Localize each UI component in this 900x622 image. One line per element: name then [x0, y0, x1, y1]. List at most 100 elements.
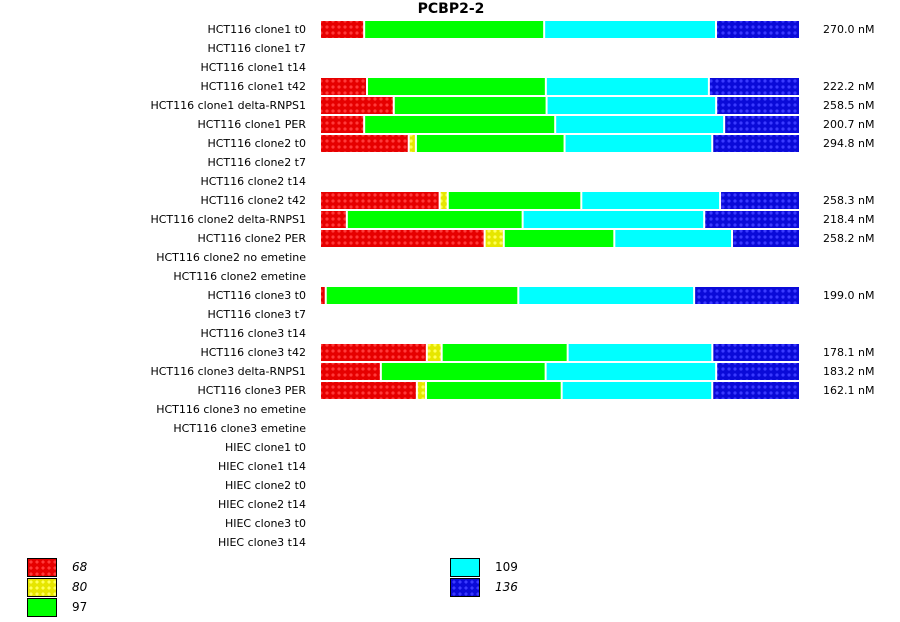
- legend-swatch-97: [27, 598, 57, 617]
- bar-segment-109: [565, 135, 712, 152]
- bar-segment-68: [321, 363, 380, 380]
- bar-segment-97: [394, 97, 546, 114]
- bar-segment-97: [504, 230, 614, 247]
- bar-segment-136: [721, 192, 799, 209]
- legend-label-97: 97: [72, 600, 88, 614]
- chart-title: PCBP2-2: [417, 1, 485, 17]
- bar-segment-97: [381, 363, 545, 380]
- bar-segment-97: [326, 287, 518, 304]
- bar-segment-68: [321, 21, 364, 38]
- legend-label-68: 68: [72, 560, 88, 574]
- row-label: HIEC clone3 t0: [224, 517, 306, 530]
- row-label: HCT116 clone2 no emetine: [156, 251, 306, 264]
- bar-segment-80: [485, 230, 503, 247]
- row-label: HCT116 clone1 delta-RNPS1: [150, 99, 306, 112]
- bar-segment-68: [321, 344, 426, 361]
- row-total: 294.8 nM: [823, 137, 875, 150]
- bar-segment-136: [713, 344, 799, 361]
- row-label: HIEC clone3 t14: [217, 536, 306, 549]
- row-total: 199.0 nM: [823, 289, 875, 302]
- bar-segment-109: [547, 97, 716, 114]
- bar-segment-80: [409, 135, 415, 152]
- bar-segment-136: [733, 230, 799, 247]
- bar-segment-109: [546, 78, 708, 95]
- row-label: HIEC clone1 t14: [217, 460, 306, 473]
- row-label: HCT116 clone1 t14: [200, 61, 306, 74]
- legend-swatch-136: [450, 578, 480, 597]
- bar-segment-109: [582, 192, 720, 209]
- bar-segment-136: [717, 363, 799, 380]
- bar-segment-136: [717, 97, 799, 114]
- row-label: HCT116 clone3 t14: [200, 327, 306, 340]
- bar-segment-97: [365, 21, 544, 38]
- row-total: 258.2 nM: [823, 232, 875, 245]
- bar-segment-80: [417, 382, 425, 399]
- bar-segment-109: [523, 211, 704, 228]
- bar-segment-68: [321, 382, 416, 399]
- bar-segment-97: [365, 116, 555, 133]
- row-total: 222.2 nM: [823, 80, 875, 93]
- row-label: HCT116 clone2 t42: [200, 194, 306, 207]
- legend-label-136: 136: [495, 580, 518, 594]
- row-label: HCT116 clone3 no emetine: [156, 403, 306, 416]
- bar-segment-109: [546, 363, 716, 380]
- row-label: HCT116 clone3 t42: [200, 346, 306, 359]
- row-label: HCT116 clone1 t42: [200, 80, 306, 93]
- bar-segment-68: [321, 97, 393, 114]
- bar-segment-68: [321, 192, 439, 209]
- bar-segment-97: [367, 78, 545, 95]
- row-label: HCT116 clone1 PER: [197, 118, 306, 131]
- bar-segment-136: [713, 135, 799, 152]
- row-label: HIEC clone2 t0: [224, 479, 306, 492]
- legend-swatch-80: [27, 578, 57, 597]
- bar-segment-68: [321, 135, 408, 152]
- bar-segment-97: [416, 135, 564, 152]
- row-total: 218.4 nM: [823, 213, 875, 226]
- bar-segment-136: [695, 287, 799, 304]
- bar-segment-68: [321, 287, 325, 304]
- bar-segment-97: [442, 344, 567, 361]
- row-total: 200.7 nM: [823, 118, 875, 131]
- row-label: HCT116 clone1 t7: [207, 42, 306, 55]
- row-label: HIEC clone1 t0: [224, 441, 306, 454]
- row-label: HCT116 clone2 emetine: [173, 270, 306, 283]
- row-label: HCT116 clone2 PER: [197, 232, 306, 245]
- row-label: HCT116 clone2 t0: [207, 137, 306, 150]
- bar-segment-68: [321, 78, 366, 95]
- bar-segment-136: [705, 211, 799, 228]
- bar-segment-68: [321, 211, 346, 228]
- row-label: HCT116 clone2 t7: [207, 156, 306, 169]
- row-label: HIEC clone2 t14: [217, 498, 306, 511]
- bar-segment-109: [562, 382, 712, 399]
- row-label: HCT116 clone3 t7: [207, 308, 306, 321]
- bar-segment-109: [556, 116, 724, 133]
- bar-segment-80: [440, 192, 447, 209]
- legend-swatch-68: [27, 558, 57, 577]
- bar-segment-136: [713, 382, 799, 399]
- bar-segment-68: [321, 116, 364, 133]
- bar-segment-109: [545, 21, 715, 38]
- row-label: HCT116 clone2 t14: [200, 175, 306, 188]
- bar-segment-68: [321, 230, 484, 247]
- row-total: 183.2 nM: [823, 365, 875, 378]
- row-total: 270.0 nM: [823, 23, 875, 36]
- bar-segment-97: [448, 192, 581, 209]
- row-label: HCT116 clone3 PER: [197, 384, 306, 397]
- legend-swatch-109: [450, 558, 480, 577]
- bar-segment-136: [709, 78, 799, 95]
- row-total: 162.1 nM: [823, 384, 875, 397]
- row-total: 258.3 nM: [823, 194, 875, 207]
- row-total: 258.5 nM: [823, 99, 875, 112]
- bar-segment-97: [347, 211, 522, 228]
- row-total: 178.1 nM: [823, 346, 875, 359]
- bar-segment-136: [717, 21, 799, 38]
- bar-segment-97: [426, 382, 561, 399]
- legend-label-109: 109: [495, 560, 518, 574]
- bar-segment-80: [427, 344, 441, 361]
- row-label: HCT116 clone2 delta-RNPS1: [150, 213, 306, 226]
- row-label: HCT116 clone3 delta-RNPS1: [150, 365, 306, 378]
- row-label: HCT116 clone3 emetine: [173, 422, 306, 435]
- bar-segment-109: [568, 344, 712, 361]
